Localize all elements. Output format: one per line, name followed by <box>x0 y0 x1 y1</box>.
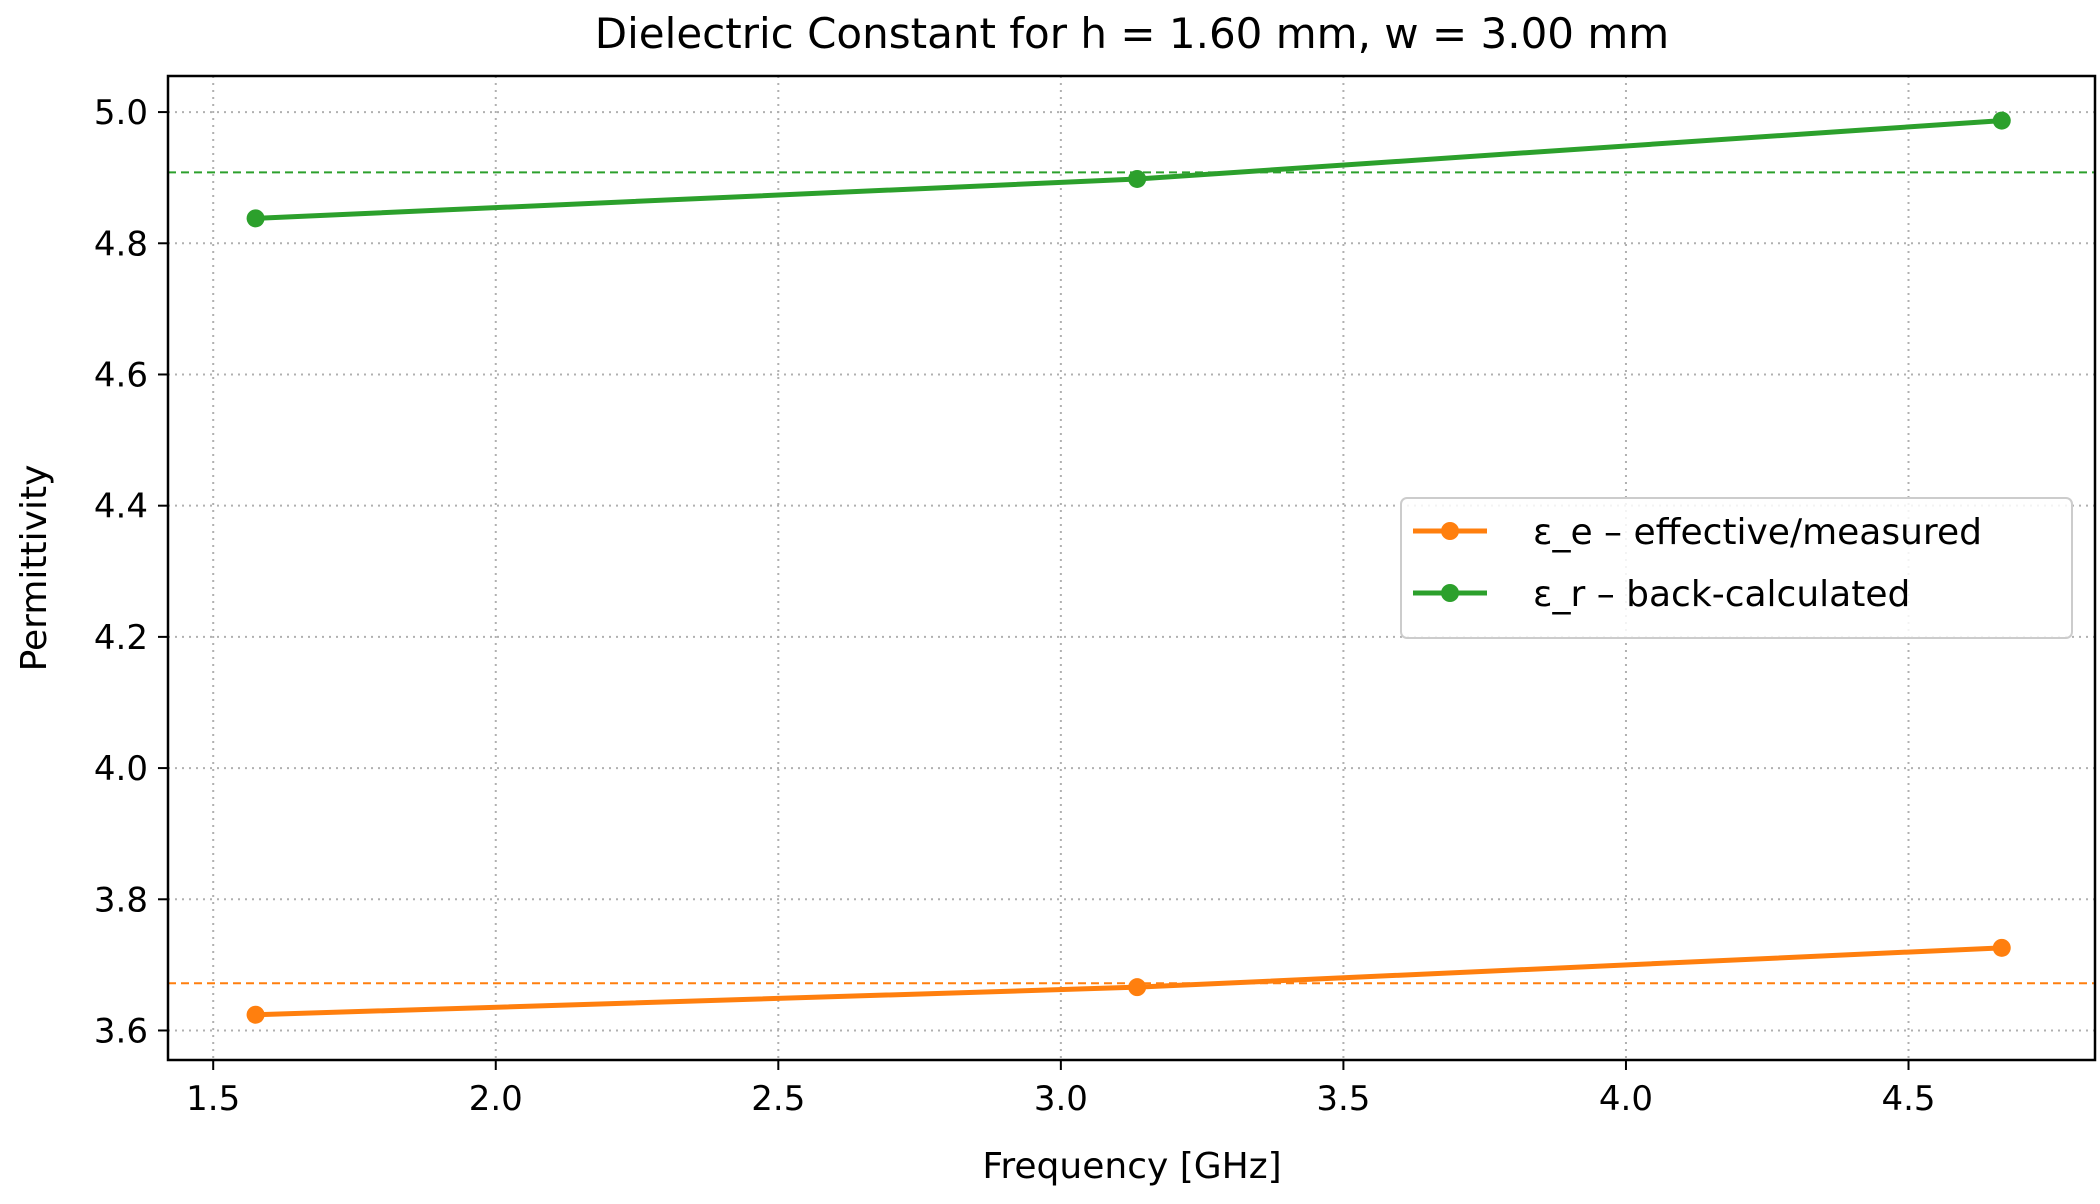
x-tick-label: 3.5 <box>1316 1079 1370 1119</box>
data-point <box>1992 111 2011 130</box>
x-tick-label: 4.0 <box>1599 1079 1653 1119</box>
legend-label: ε_r – back-calculated <box>1533 574 1910 615</box>
plot-area-frame <box>166 74 2097 1062</box>
y-tick-label: 5.0 <box>94 93 148 133</box>
x-tick-label: 2.0 <box>469 1079 523 1119</box>
y-tick-label: 4.4 <box>94 487 148 527</box>
data-point <box>246 209 265 228</box>
legend-marker-swatch <box>1441 522 1459 540</box>
legend-box <box>1400 497 2073 639</box>
data-point <box>1992 938 2011 957</box>
x-axis-label: Frequency [GHz] <box>982 1146 1281 1187</box>
x-tick-label: 2.5 <box>751 1079 805 1119</box>
y-axis-ticks: 3.6 3.8 4.0 4.2 4.4 4.6 4.8 5.0 <box>94 93 168 1051</box>
data-point <box>1128 169 1147 188</box>
legend: ε_e – effective/measured ε_r – back-calcu… <box>1400 497 2073 639</box>
y-tick-label: 4.6 <box>94 355 148 395</box>
y-axis-label: Permittivity <box>14 465 55 672</box>
chart-title: Dielectric Constant for h = 1.60 mm, w =… <box>595 9 1669 58</box>
x-tick-label: 1.5 <box>186 1079 240 1119</box>
x-tick-label: 4.5 <box>1881 1079 1935 1119</box>
y-tick-label: 4.2 <box>94 618 148 658</box>
data-point <box>1128 978 1147 997</box>
data-series <box>246 111 2011 1024</box>
data-point <box>246 1005 265 1024</box>
y-tick-label: 4.8 <box>94 224 148 264</box>
series-line <box>253 118 2005 221</box>
x-axis-ticks: 1.5 2.0 2.5 3.0 3.5 4.0 4.5 <box>186 1060 1936 1119</box>
y-tick-label: 3.8 <box>94 880 148 920</box>
y-tick-label: 4.0 <box>94 749 148 789</box>
series-line <box>253 945 2005 1018</box>
legend-label: ε_e – effective/measured <box>1533 512 1982 553</box>
legend-marker-swatch <box>1441 584 1459 602</box>
y-tick-label: 3.6 <box>94 1011 148 1051</box>
x-tick-label: 3.0 <box>1034 1079 1088 1119</box>
